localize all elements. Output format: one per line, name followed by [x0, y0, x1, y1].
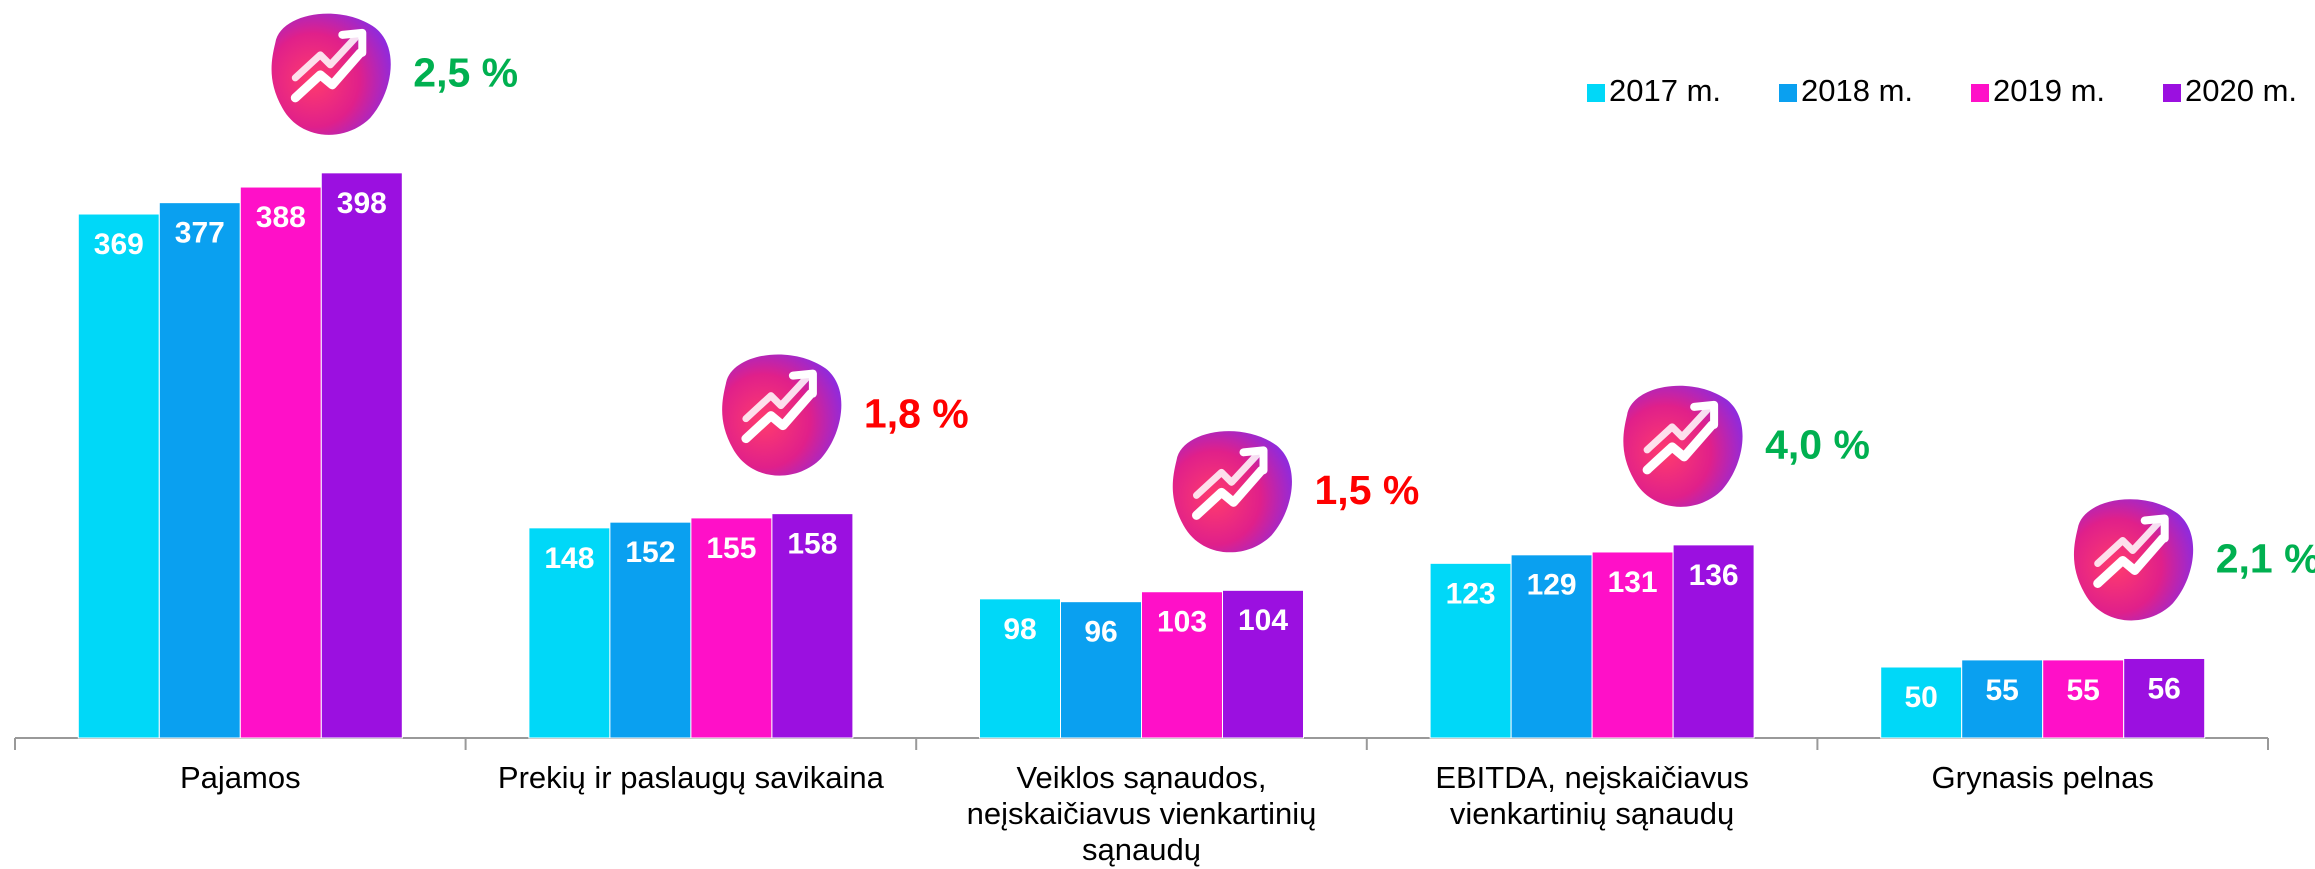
value-label: 55	[2067, 674, 2100, 707]
bar	[77, 213, 160, 739]
value-label: 131	[1608, 566, 1658, 599]
value-label: 98	[1003, 613, 1036, 646]
bar	[528, 527, 611, 739]
bar	[239, 186, 322, 739]
bar	[158, 202, 241, 739]
value-label: 398	[337, 187, 387, 220]
growth-icon	[1173, 431, 1292, 552]
value-label: 55	[1986, 674, 2019, 707]
growth-icon	[2074, 499, 2193, 620]
value-label: 158	[787, 528, 837, 561]
annotation: 4,0 %	[1765, 422, 1870, 468]
bar	[1672, 544, 1755, 739]
value-label: 96	[1084, 616, 1117, 649]
annotation: 2,1 %	[2216, 535, 2315, 581]
bar	[979, 598, 1061, 739]
x-tick-label: EBITDA, neįskaičiavus vienkartinių sąnau…	[1435, 760, 1749, 831]
bar	[1222, 589, 1304, 739]
growth-icon	[272, 14, 391, 135]
value-label: 123	[1446, 577, 1496, 610]
growth-icon	[722, 354, 841, 475]
legend-label: 2018 m.	[1801, 73, 1913, 108]
bar	[1060, 601, 1142, 739]
value-label: 377	[175, 217, 225, 250]
legend-swatch	[1971, 84, 1989, 102]
legend-label: 2017 m.	[1609, 73, 1721, 108]
value-label: 103	[1157, 606, 1207, 639]
bar	[771, 513, 854, 739]
value-label: 129	[1527, 569, 1577, 602]
value-label: 104	[1238, 604, 1288, 637]
value-label: 388	[256, 201, 306, 234]
growth-icon	[1623, 386, 1742, 507]
bar	[2042, 659, 2125, 739]
legend-swatch	[1779, 84, 1797, 102]
x-tick-label: Pajamos	[179, 760, 301, 795]
x-tick-label: Grynasis pelnas	[1931, 760, 2154, 795]
value-label: 155	[706, 532, 756, 565]
value-label: 152	[625, 536, 675, 569]
legend-swatch	[2163, 84, 2181, 102]
annotation: 2,5 %	[413, 50, 518, 96]
bar	[1591, 551, 1674, 739]
x-tick-label: Prekių ir paslaugų savikaina	[497, 760, 884, 795]
bar	[1510, 554, 1593, 739]
bar	[1880, 666, 1963, 739]
bar	[320, 172, 403, 739]
bar	[1429, 562, 1512, 739]
legend-swatch	[1587, 84, 1605, 102]
annotation: 1,8 %	[864, 390, 969, 436]
value-label: 148	[544, 542, 594, 575]
value-label: 369	[94, 228, 144, 261]
value-label: 56	[2148, 672, 2181, 705]
bar	[2123, 657, 2206, 739]
value-label: 50	[1905, 681, 1938, 714]
value-label: 136	[1689, 559, 1739, 592]
legend-label: 2020 m.	[2185, 73, 2297, 108]
annotation: 1,5 %	[1315, 467, 1420, 513]
bar	[690, 517, 773, 739]
bar	[1961, 659, 2044, 739]
bar	[609, 521, 692, 739]
legend-label: 2019 m.	[1993, 73, 2105, 108]
x-tick-label: Veiklos sąnaudos, neįskaičiavus vienkart…	[966, 760, 1317, 867]
